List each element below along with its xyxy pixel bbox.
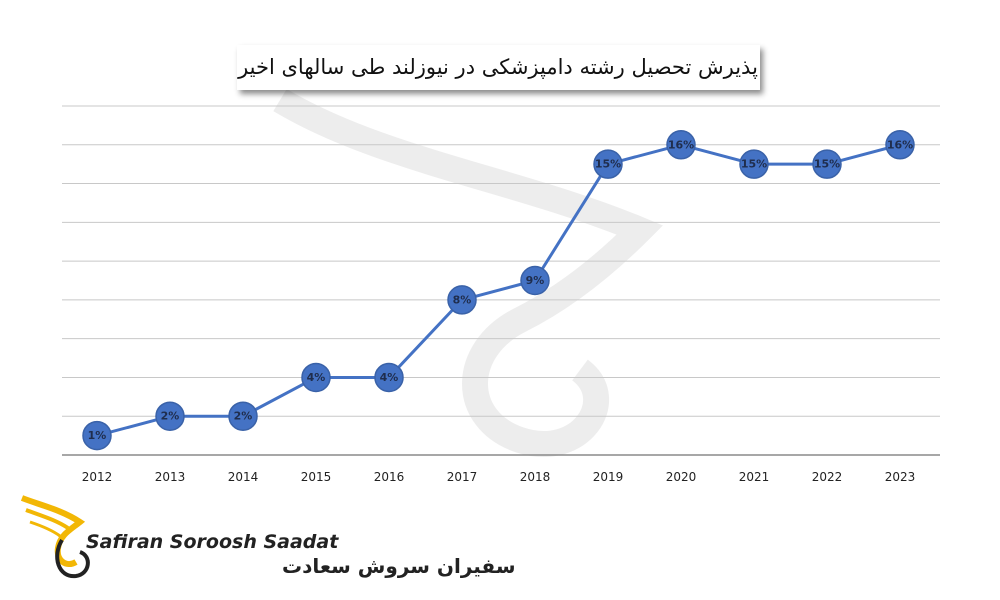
x-tick-label: 2019 (593, 470, 624, 484)
grid: 2012 2013 2014 2015 2016 2017 2018 2019 2020 2021… (62, 105, 940, 484)
marker (155, 401, 185, 431)
x-tick-label: 2017 (447, 470, 478, 484)
x-tick-label: 2022 (812, 470, 843, 484)
marker (593, 149, 623, 179)
value-label: 4% (380, 371, 399, 384)
value-label: 9% (526, 274, 545, 287)
x-tick-label: 2021 (739, 470, 770, 484)
x-tick-label: 2012 (82, 470, 113, 484)
value-label: 2% (161, 410, 180, 423)
x-tick-label: 2014 (228, 470, 259, 484)
brand-persian: سفیران سروش سعادت (282, 554, 516, 578)
logo: Safiran Soroosh Saadat سفیران سروش سعادت (20, 495, 516, 579)
value-label: 8% (453, 293, 472, 306)
watermark (273, 88, 663, 457)
value-label: 15% (741, 158, 767, 171)
x-tick-label: 2018 (520, 470, 551, 484)
x-tick-label: 2015 (301, 470, 332, 484)
x-tick-label: 2020 (666, 470, 697, 484)
marker (374, 362, 404, 393)
plot: 1% 2% 2% 4% 4% 8% 9% 15% 16% 15% 15% 16% (82, 130, 915, 451)
value-label: 15% (595, 158, 621, 171)
value-label: 16% (668, 138, 694, 151)
value-label: 1% (88, 429, 107, 442)
marker (812, 149, 842, 179)
brand-latin: Safiran Soroosh Saadat (86, 531, 339, 553)
value-label: 15% (814, 158, 840, 171)
x-tick-label: 2013 (155, 470, 186, 484)
title-box (237, 45, 760, 90)
marker (739, 149, 769, 179)
value-label: 16% (887, 138, 913, 151)
value-label: 4% (307, 371, 326, 384)
chart-title: پذیرش تحصیل رشته دامپزشکی در نیوزلند طی … (237, 55, 758, 79)
x-tick-label: 2016 (374, 470, 405, 484)
marker (520, 265, 550, 296)
value-label: 2% (234, 410, 253, 423)
marker (885, 130, 915, 160)
marker (82, 420, 112, 451)
marker (666, 130, 696, 160)
marker (301, 362, 331, 393)
marker (228, 401, 258, 431)
marker (447, 285, 477, 315)
x-tick-label: 2023 (885, 470, 916, 484)
